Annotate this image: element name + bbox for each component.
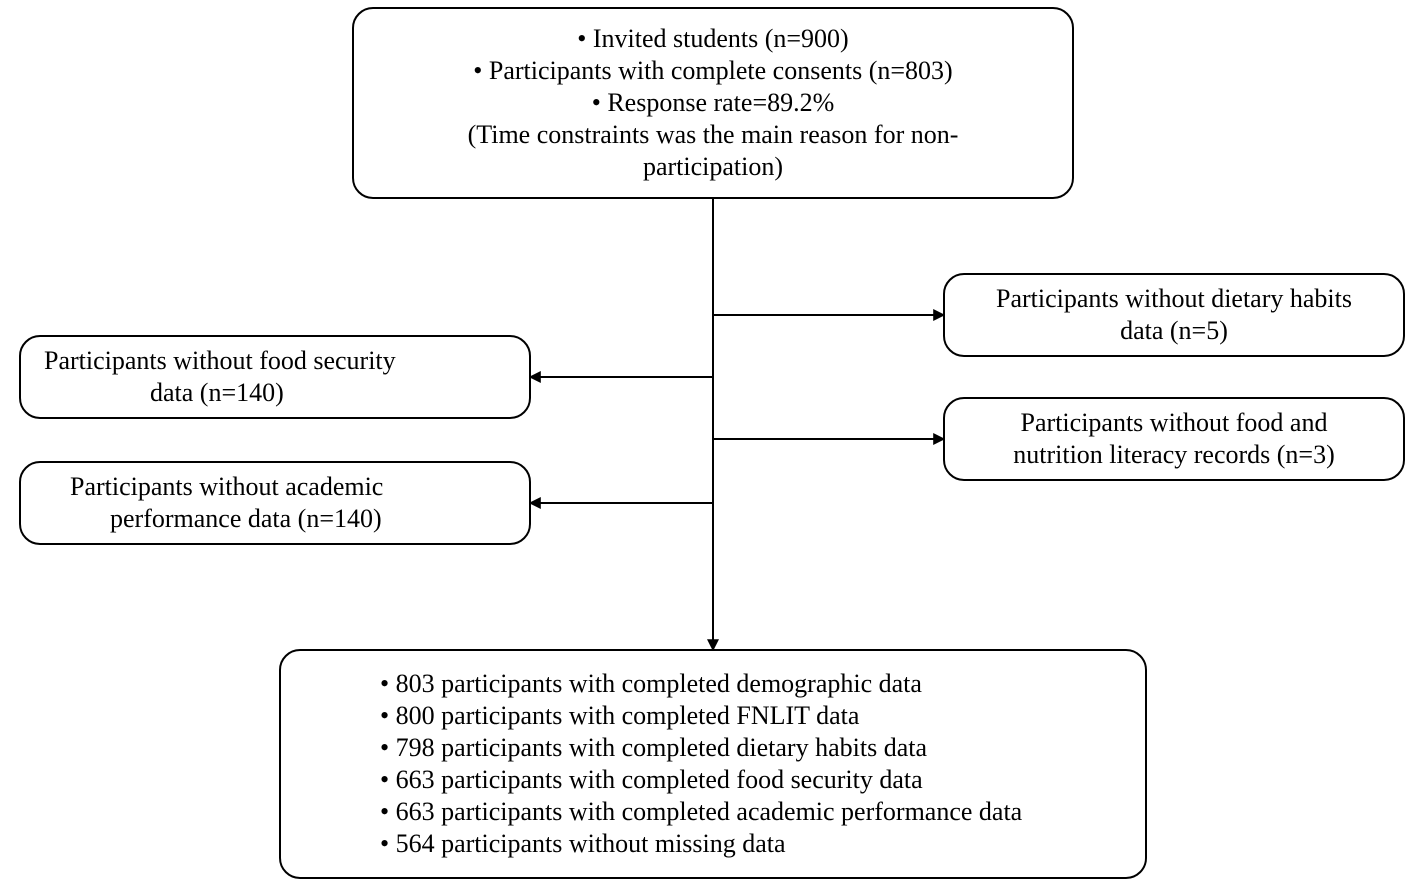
flow-node-text: • 803 participants with completed demogr…: [380, 669, 922, 698]
flow-node-text: Participants without food and: [1021, 408, 1328, 437]
flow-node-text: • 798 participants with completed dietar…: [380, 733, 927, 762]
flow-node-text: performance data (n=140): [110, 504, 382, 533]
flow-node-text: • 800 participants with completed FNLIT …: [380, 701, 860, 730]
flow-node-text: data (n=140): [150, 378, 284, 407]
flow-node-text: Participants without dietary habits: [996, 284, 1352, 313]
flow-node-text: Participants without food security: [44, 346, 396, 375]
flow-node-text: data (n=5): [1120, 316, 1228, 345]
flow-node-text: • 564 participants without missing data: [380, 829, 786, 858]
flow-node-text: • Invited students (n=900): [577, 24, 848, 53]
flow-node-right1: Participants without dietary habits data …: [944, 274, 1404, 356]
flow-node-top: • Invited students (n=900) • Participants…: [353, 8, 1073, 198]
edges-layer: [530, 198, 944, 650]
flow-node-left2: Participants without academic performance…: [20, 462, 530, 544]
flow-node-left1: Participants without food security data (…: [20, 336, 530, 418]
flow-node-bottom: • 803 participants with completed demogr…: [280, 650, 1146, 878]
flow-node-right2: Participants without food and nutrition l…: [944, 398, 1404, 480]
flow-node-text: (Time constraints was the main reason fo…: [468, 120, 959, 149]
flow-node-text: participation): [643, 152, 783, 181]
flow-node-text: nutrition literacy records (n=3): [1013, 440, 1335, 469]
flow-node-text: • 663 participants with completed academ…: [380, 797, 1023, 826]
flow-node-text: • 663 participants with completed food s…: [380, 765, 923, 794]
flow-node-text: Participants without academic: [70, 472, 383, 501]
flow-node-text: • Participants with complete consents (n…: [473, 56, 952, 85]
flow-node-text: • Response rate=89.2%: [592, 88, 835, 117]
